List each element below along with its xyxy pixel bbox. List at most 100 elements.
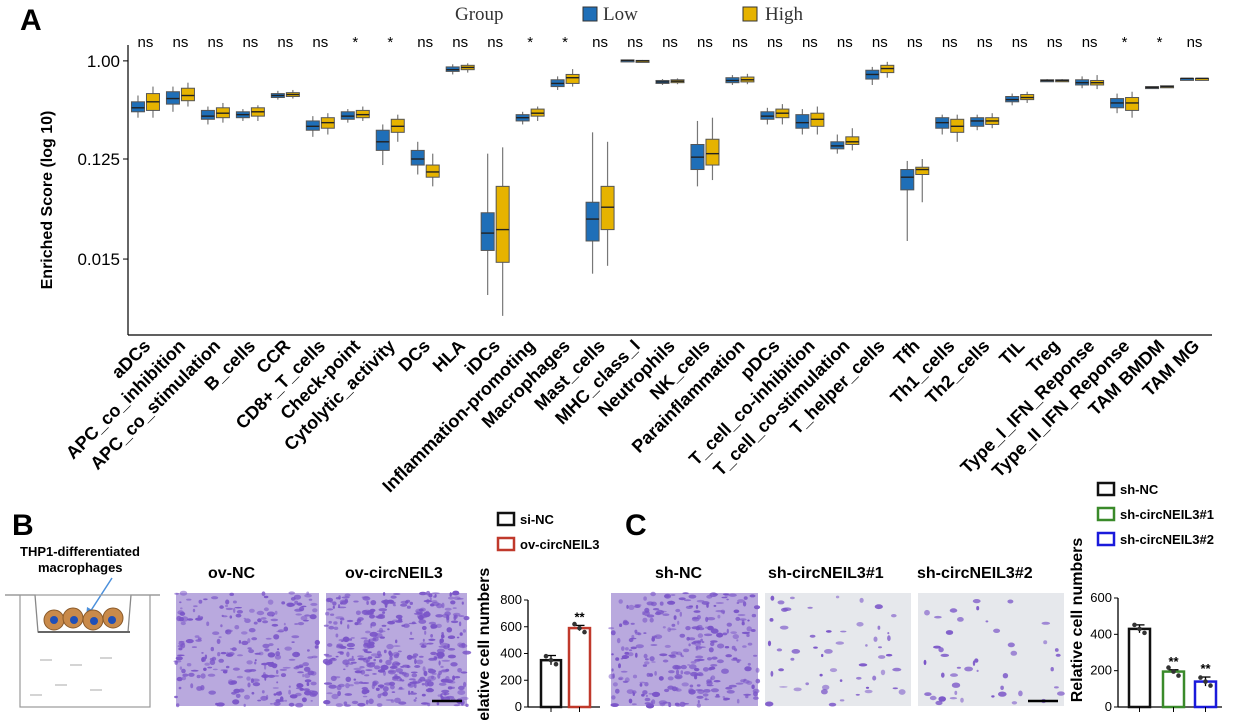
cell-blob [348,658,356,662]
cell-blob [679,701,686,707]
cell-blob [678,597,686,601]
cell-blob [326,692,333,695]
cell-blob [248,628,256,633]
cell-blob [235,693,241,698]
cell-blob [353,681,360,685]
cell-blob [873,636,878,642]
cell-blob [736,698,740,704]
cell-blob [423,599,433,603]
cell-blob [650,591,656,597]
cell-blob [964,666,973,672]
cell-blob [453,614,458,619]
cell-blob [452,590,460,596]
cell-blob [218,658,224,663]
cell-blob [715,602,724,604]
cell-blob [180,621,186,626]
cell-blob [393,645,401,647]
cell-blob [341,596,350,599]
cell-blob [449,592,452,597]
cell-blob [419,591,427,596]
legend-label: ov-circNEIL3 [520,537,599,552]
cell-blob [336,684,342,691]
cell-blob [457,642,464,647]
cell-blob [651,636,655,642]
cell-blob [309,614,317,620]
cell-blob [368,638,377,642]
b-bar-0 [539,658,563,709]
cell-blob [460,696,469,701]
cell-blob [745,695,749,699]
cell-blob [271,661,275,667]
legend-label: sh-circNEIL3#2 [1120,532,1214,547]
cell-blob [675,669,680,675]
cell-blob [704,697,708,701]
cell-blob [345,676,352,682]
diagram-label-line1: THP1-differentiated [20,544,140,559]
cell-blob [421,625,427,631]
box-iqr [900,169,915,191]
cell-blob [368,698,374,705]
data-point [1208,683,1213,688]
cell-blob [374,656,381,658]
cell-blob [747,642,753,646]
cell-blob [248,669,257,672]
cell-blob [676,687,679,691]
cell-blob [732,657,738,660]
significance-label: ns [732,34,748,51]
box-iqr [200,109,215,120]
data-point [1137,626,1142,632]
cell-blob [175,656,183,661]
box-low-10 [480,153,495,296]
cell-blob [651,661,656,663]
cell-blob [675,704,681,707]
cell-blob [726,598,729,601]
cell-blob [238,640,242,644]
box-low-3 [235,109,250,121]
cell-blob [839,699,845,702]
cell-blob [427,687,433,691]
legend-swatch [1096,506,1116,522]
cell-blob [363,639,369,645]
cell-blob [611,668,614,672]
cell-blob [856,622,864,627]
cell-blob [436,653,445,658]
cell-blob [353,667,362,671]
cell-blob [835,595,840,599]
cell-blob [701,641,705,643]
cell-blob [410,691,414,693]
cell-blob [668,702,672,708]
panel-a-axes: 1.00 0.125 0.015 [77,45,1212,336]
cell-blob [436,702,440,706]
cell-blob [864,689,873,694]
cell-blob [696,703,701,708]
micrograph-ov-nc [173,590,320,708]
cell-blob [418,608,424,612]
box-iqr [375,129,390,151]
box-high-11 [530,106,545,121]
cell-blob [960,697,964,703]
cell-blob [370,600,377,606]
cell-blob [397,650,402,653]
data-point [1176,673,1181,678]
cell-blob [778,668,784,672]
cell-blob [361,687,369,690]
cell-blob [396,679,405,682]
cell-blob [1007,599,1014,604]
significance-label: ns [767,34,783,51]
data-point [1203,679,1208,684]
cell-blob [266,611,276,617]
cell-blob [271,614,274,617]
cell-blob [452,607,457,609]
cell-blob [639,681,646,684]
cell-blob [791,649,801,654]
cell-blob [343,701,348,705]
cell-blob [427,702,431,707]
cell-blob [682,592,689,595]
cell-blob [938,696,946,702]
cell-blob [749,594,756,598]
cell-blob [257,618,262,623]
cell-blob [426,642,434,645]
cell-blob [361,689,368,695]
cell-blob [626,689,634,694]
cell-blob [865,644,868,647]
